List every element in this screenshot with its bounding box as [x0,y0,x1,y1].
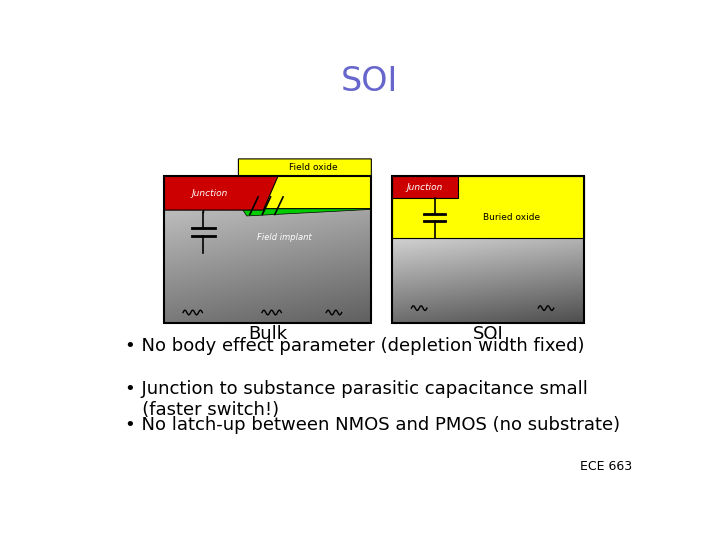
Text: SOI: SOI [341,65,397,98]
Text: ECE 663: ECE 663 [580,460,632,473]
Text: • No body effect parameter (depletion width fixed): • No body effect parameter (depletion wi… [125,337,585,355]
Bar [163,177,372,323]
Text: Field oxide: Field oxide [289,163,338,172]
Text: • No latch-up between NMOS and PMOS (no substrate): • No latch-up between NMOS and PMOS (no … [125,416,620,434]
Text: SOI: SOI [473,325,504,343]
Bar [392,177,585,323]
Text: Junction: Junction [407,183,443,192]
Polygon shape [238,192,372,216]
Polygon shape [163,177,278,210]
Bar [392,177,458,198]
Text: Field implant: Field implant [257,233,312,242]
Text: Bulk: Bulk [248,325,287,343]
Text: Buried oxide: Buried oxide [483,213,540,222]
Text: Junction: Junction [191,189,228,198]
Text: • Junction to substance parasitic capacitance small
   (faster switch!): • Junction to substance parasitic capaci… [125,381,588,419]
Polygon shape [238,159,372,208]
Bar [392,177,585,238]
